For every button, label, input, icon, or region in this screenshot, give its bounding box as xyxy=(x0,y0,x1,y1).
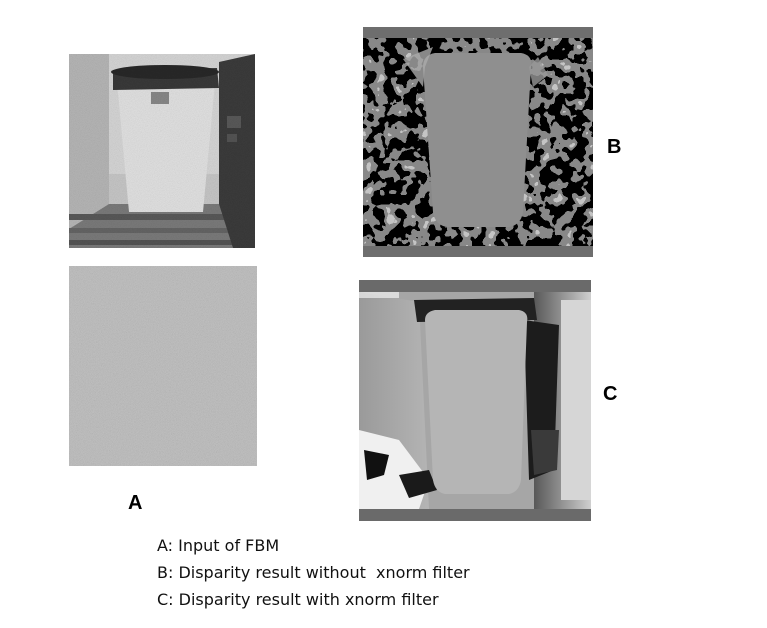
legend: A: Input of FBM B: Disparity result with… xyxy=(157,532,470,613)
disparity-without-filter-image xyxy=(363,27,593,257)
legend-item-b: B: Disparity result without xnorm filter xyxy=(157,563,470,582)
panel-label-c: C xyxy=(603,383,618,405)
input-photo-image xyxy=(69,54,255,248)
disparity-with-filter-image xyxy=(359,280,591,521)
input-speckle-image xyxy=(69,266,257,466)
panel-label-b: B xyxy=(607,136,622,158)
legend-item-c: C: Disparity result with xnorm filter xyxy=(157,590,439,609)
panel-label-a: A xyxy=(128,492,143,514)
legend-item-a: A: Input of FBM xyxy=(157,536,280,555)
